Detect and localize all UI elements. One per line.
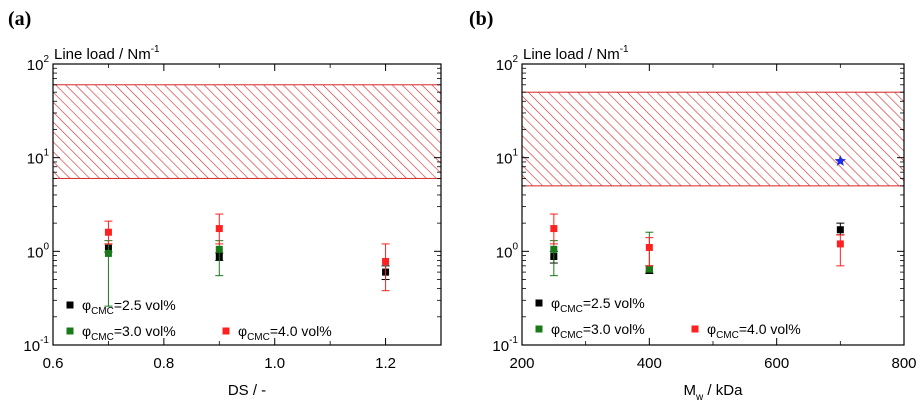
data-point — [836, 226, 844, 234]
x-axis-label: Mw / kDa — [684, 382, 744, 403]
y-tick-label: 101 — [496, 148, 519, 168]
y-axis-label: Line load / Nm-1 — [54, 44, 160, 63]
x-tick-label: 800 — [891, 355, 916, 372]
y-tick-label: 100 — [27, 241, 50, 261]
data-point — [836, 240, 844, 248]
y-tick-label: 10-1 — [492, 335, 518, 355]
data-point — [382, 257, 390, 265]
x-tick-label: 1.0 — [264, 355, 285, 372]
series-2 — [549, 213, 845, 267]
x-tick-label: 400 — [637, 355, 662, 372]
chart-panel-a: (a) 10-1 100 101 102 0.6 0.8 1.0 1.2 Line load / … — [8, 8, 442, 399]
series-1 — [549, 231, 654, 277]
data-point — [215, 245, 223, 253]
legend-label: φCMC=4.0 vol% — [238, 323, 332, 343]
legend-marker — [535, 299, 543, 307]
series-0 — [549, 222, 845, 274]
legend-label: φCMC=2.5 vol% — [82, 297, 176, 317]
y-tick-label: 102 — [27, 54, 50, 74]
data-point — [645, 265, 653, 273]
target-range-band — [52, 84, 442, 179]
legend-marker — [691, 325, 699, 333]
series-0 — [104, 243, 390, 281]
panel-label: (b) — [469, 8, 493, 30]
series-2 — [104, 213, 390, 292]
legend-marker — [222, 327, 230, 335]
legend-label: φCMC=2.5 vol% — [551, 295, 645, 315]
star-marker — [834, 155, 847, 166]
data-point — [645, 243, 653, 251]
x-tick-label: 0.8 — [153, 355, 174, 372]
x-tick-label: 0.6 — [43, 355, 64, 372]
data-point — [215, 225, 223, 233]
legend-label: φCMC=3.0 vol% — [551, 321, 645, 341]
legend-label: φCMC=3.0 vol% — [82, 323, 176, 343]
data-point — [550, 225, 558, 233]
y-tick-label: 101 — [27, 148, 50, 168]
legend-marker — [66, 327, 74, 335]
x-tick-label: 1.2 — [375, 355, 396, 372]
legend-marker — [535, 325, 543, 333]
chart-panel-b: (b) 10-1 100 101 102 200 400 600 800 Line load / … — [469, 8, 917, 403]
y-tick-label: 102 — [496, 54, 519, 74]
y-axis-label: Line load / Nm-1 — [523, 44, 629, 63]
y-tick-label: 100 — [496, 241, 519, 261]
legend-label: φCMC=4.0 vol% — [707, 321, 801, 341]
plot-frame — [52, 63, 442, 346]
data-point — [550, 245, 558, 253]
x-axis-label: DS / - — [228, 382, 266, 399]
x-tick-label: 200 — [509, 355, 534, 372]
data-point — [104, 228, 112, 236]
target-range-band — [521, 91, 905, 187]
legend-marker — [66, 301, 74, 309]
data-point — [104, 249, 112, 257]
y-tick-label: 10-1 — [23, 335, 49, 355]
x-tick-label: 600 — [764, 355, 789, 372]
panel-label: (a) — [8, 8, 31, 30]
